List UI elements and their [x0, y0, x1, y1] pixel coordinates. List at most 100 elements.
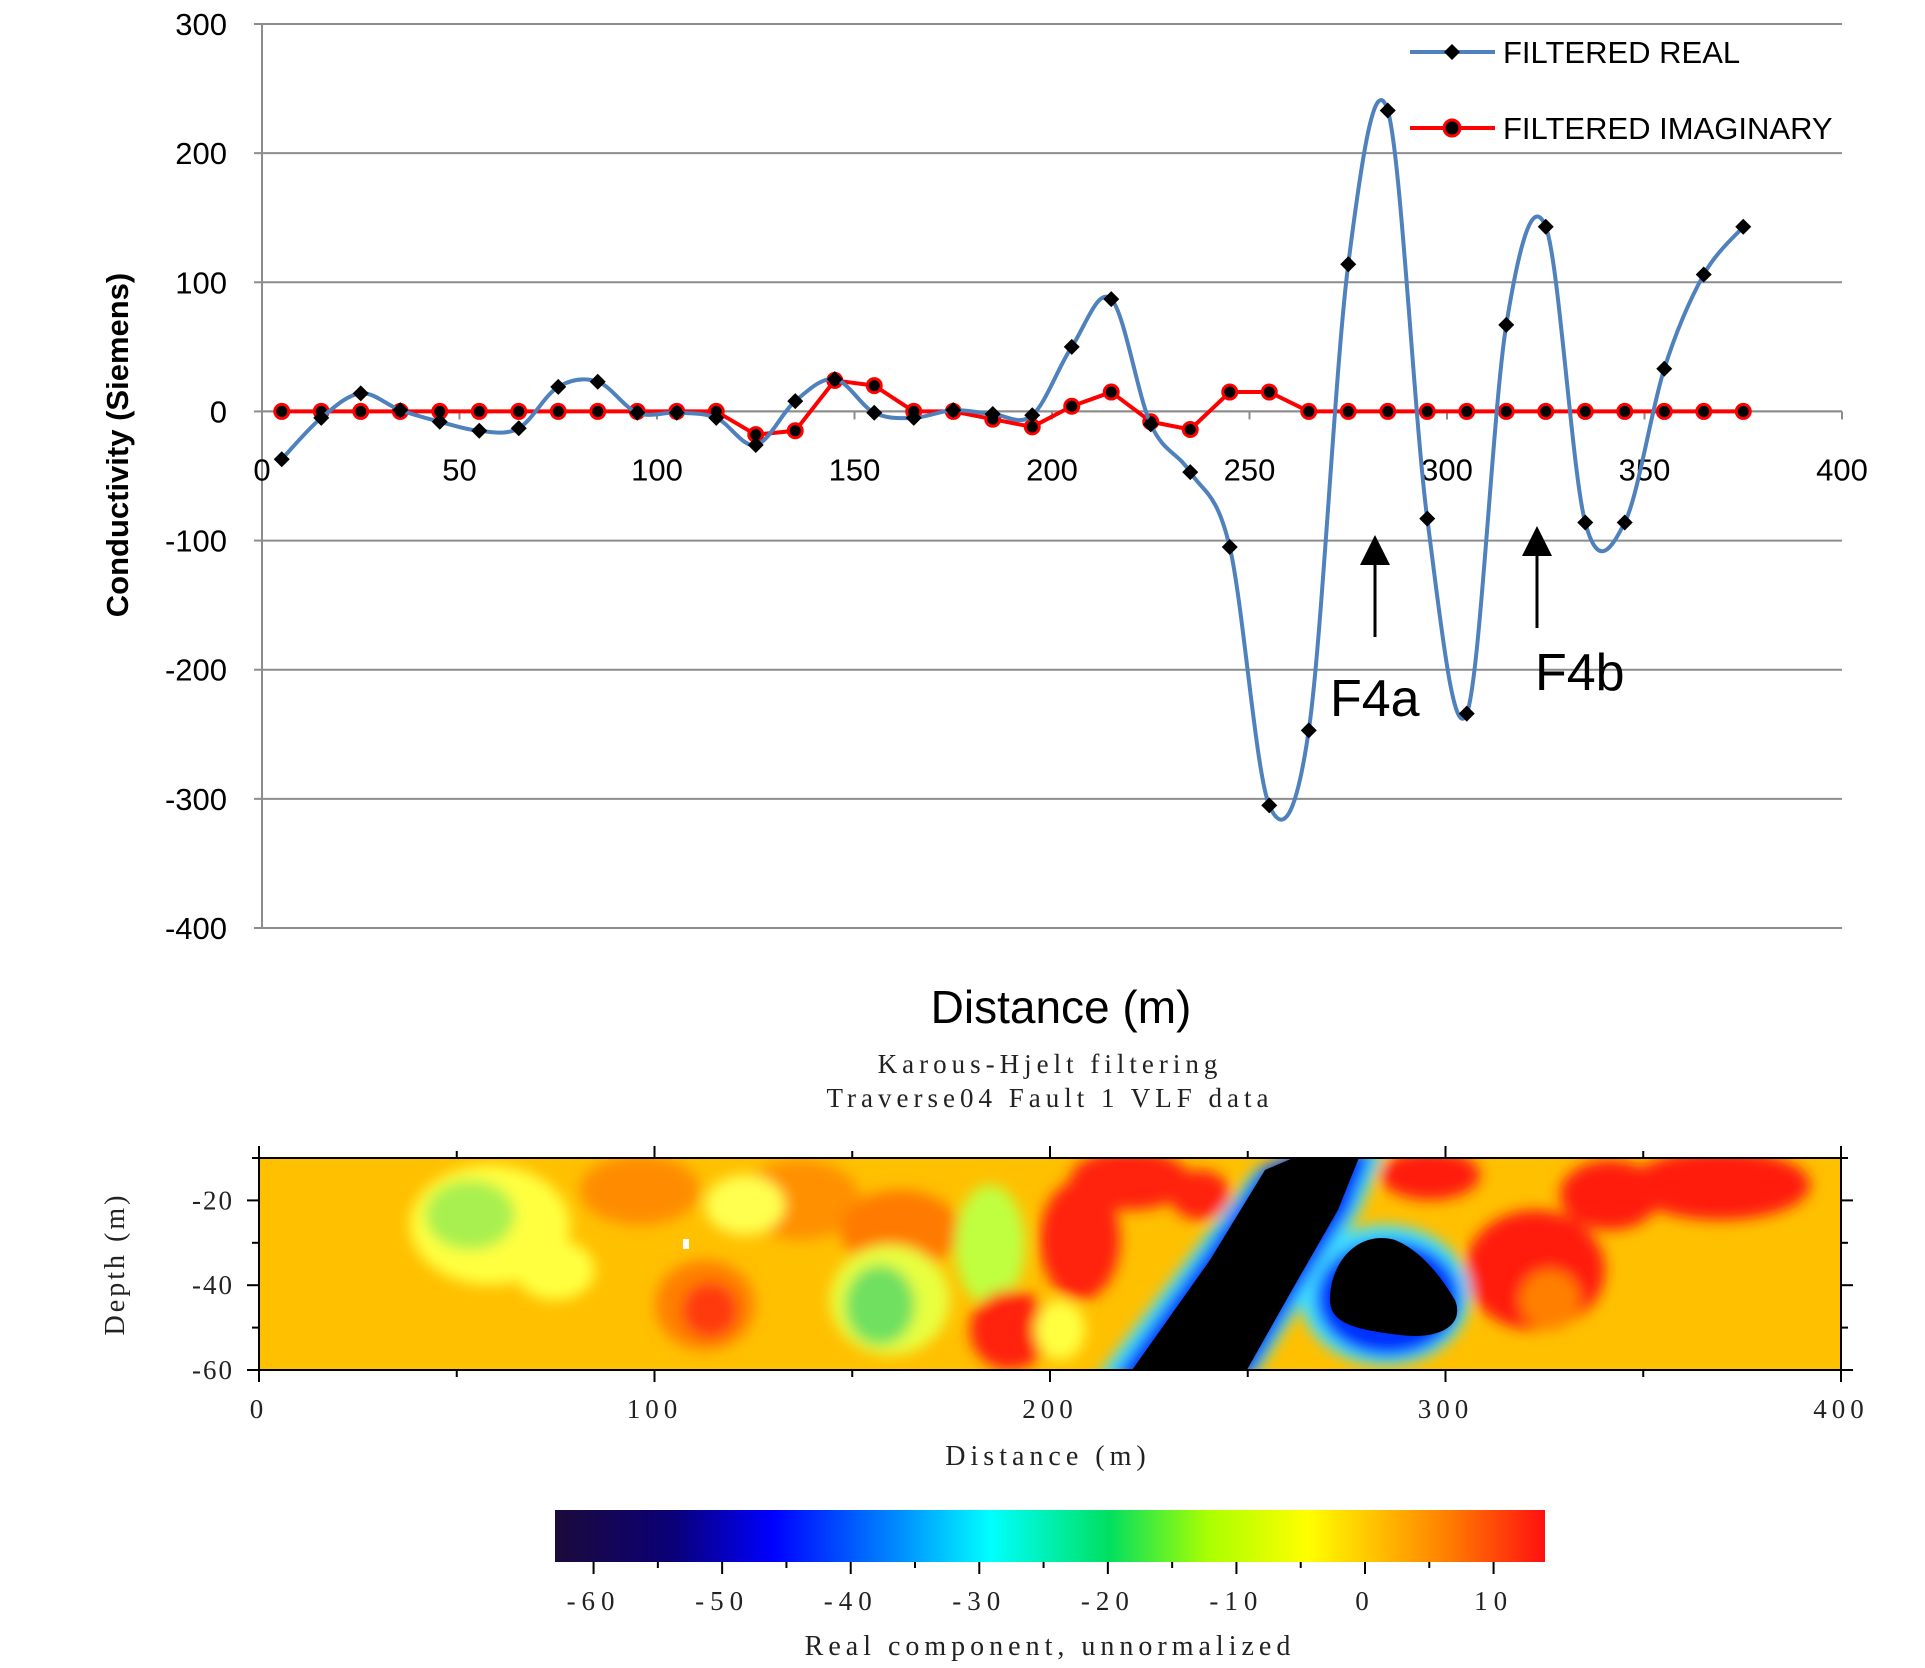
annotation-label: F4a	[1330, 670, 1420, 728]
heatmap-cell	[1040, 1180, 1120, 1300]
heatmap-cell	[1035, 1300, 1085, 1360]
data-point	[1537, 402, 1555, 420]
data-point	[1182, 464, 1199, 481]
x-axis-label: Distance (m)	[931, 981, 1192, 1033]
data-point	[1577, 514, 1594, 531]
legend-marker-imaginary	[1442, 118, 1462, 138]
heatmap-cell	[705, 1175, 785, 1235]
heatmap-chart: Karous-Hjelt filtering Traverse04 Fault …	[100, 1049, 1869, 1662]
heatmap-x-tick-label: 300	[1418, 1394, 1474, 1424]
heatmap-y-tick-labels: -20 -40 -60	[192, 1185, 234, 1385]
heatmap-x-tick-label: 0	[250, 1394, 269, 1424]
data-point	[1734, 402, 1752, 420]
y-tick-label: 200	[175, 136, 227, 171]
data-point	[1024, 407, 1041, 424]
data-point	[1300, 402, 1318, 420]
heatmap-cell	[1170, 1170, 1230, 1220]
data-point	[905, 409, 922, 426]
data-point	[1616, 402, 1634, 420]
y-tick-label: 0	[210, 394, 227, 429]
data-point	[865, 377, 883, 395]
heatmap-y-tick-label: -40	[192, 1270, 234, 1300]
heatmap-cell	[683, 1239, 689, 1249]
data-point	[392, 402, 409, 419]
y-axis-label: Conductivity (Siemens)	[100, 273, 135, 618]
data-point	[510, 402, 528, 420]
colorbar-tick-label: -40	[824, 1586, 878, 1616]
series-filtered-imaginary	[273, 371, 1752, 444]
heatmap-cell	[1630, 1158, 1810, 1220]
data-point	[1695, 402, 1713, 420]
heatmap-cell	[580, 1158, 700, 1225]
data-point	[1458, 402, 1476, 420]
data-point	[826, 371, 843, 388]
colorbar-tick-label: -50	[695, 1586, 749, 1616]
data-point	[984, 406, 1001, 423]
data-point	[1498, 316, 1515, 333]
line-chart: 300 200 100 0 -100 -200 -300 -400 0 50 100 150 200 2…	[100, 7, 1868, 1033]
data-point	[1576, 402, 1594, 420]
y-tick-label: -200	[165, 653, 227, 688]
heatmap-cell	[1520, 1270, 1580, 1330]
heatmap-title: Karous-Hjelt filtering	[878, 1049, 1223, 1079]
data-point	[1379, 402, 1397, 420]
legend-marker-real	[1444, 44, 1460, 60]
x-tick-label: 0	[253, 452, 270, 487]
annotation-f4a: F4a	[1330, 535, 1420, 728]
x-tick-label: 250	[1224, 452, 1276, 487]
data-point	[549, 402, 567, 420]
data-point	[352, 402, 370, 420]
heatmap-axes	[247, 1146, 1853, 1382]
data-point	[866, 404, 883, 421]
data-point	[589, 373, 606, 390]
data-point	[1537, 218, 1554, 235]
data-point	[629, 404, 646, 421]
heatmap-y-axis-label: Depth (m)	[100, 1193, 131, 1336]
y-tick-label: 300	[175, 7, 227, 42]
colorbar-tick-label: -20	[1081, 1586, 1135, 1616]
data-point	[470, 402, 488, 420]
heatmap-x-axis-label: Distance (m)	[945, 1441, 1150, 1472]
y-tick-labels: 300 200 100 0 -100 -200 -300 -400	[165, 7, 227, 946]
data-point	[1616, 514, 1633, 531]
data-point	[1379, 102, 1396, 119]
data-point	[1221, 539, 1238, 556]
heatmap-x-tick-label: 400	[1813, 1394, 1869, 1424]
y-tick-label: -300	[165, 782, 227, 817]
heatmap-cell	[1070, 1158, 1190, 1210]
x-tick-labels: 0 50 100 150 200 250 300 350 400	[253, 452, 1867, 487]
x-tick-label: 100	[631, 452, 683, 487]
heatmap-y-tick-label: -20	[192, 1185, 234, 1215]
heatmap-x-tick-labels: 0 100 200 300 400	[250, 1394, 1869, 1424]
data-point	[1656, 360, 1673, 377]
heatmap-subtitle: Traverse04 Fault 1 VLF data	[827, 1083, 1274, 1113]
data-point	[1419, 510, 1436, 527]
colorbar-tick-label: -60	[567, 1586, 621, 1616]
data-point	[1103, 291, 1120, 308]
heatmap-cell	[970, 1290, 1050, 1370]
data-point	[431, 413, 448, 430]
data-point	[1458, 705, 1475, 722]
data-point	[1260, 383, 1278, 401]
data-point	[945, 402, 962, 419]
series-filtered-real	[273, 98, 1752, 822]
annotation-label: F4b	[1535, 644, 1625, 702]
heatmap-y-tick-label: -60	[192, 1355, 234, 1385]
heatmap-x-tick-label: 100	[627, 1394, 683, 1424]
data-point	[1735, 218, 1752, 235]
data-point	[1221, 383, 1239, 401]
x-tick-label: 50	[442, 452, 476, 487]
data-point	[708, 409, 725, 426]
legend-label-imaginary: FILTERED IMAGINARY	[1503, 111, 1833, 146]
legend-label-real: FILTERED REAL	[1503, 35, 1740, 70]
heatmap-x-tick-label: 200	[1022, 1394, 1078, 1424]
data-point	[352, 385, 369, 402]
heatmap-core-anomaly	[1132, 1158, 1359, 1370]
colorbar: -60 -50 -40 -30 -20 -10 0 10 Real component, un…	[555, 1510, 1545, 1662]
heatmap-cell	[955, 1185, 1025, 1305]
colorbar-tick-label: 10	[1474, 1586, 1513, 1616]
data-point	[1339, 402, 1357, 420]
data-point	[471, 422, 488, 439]
